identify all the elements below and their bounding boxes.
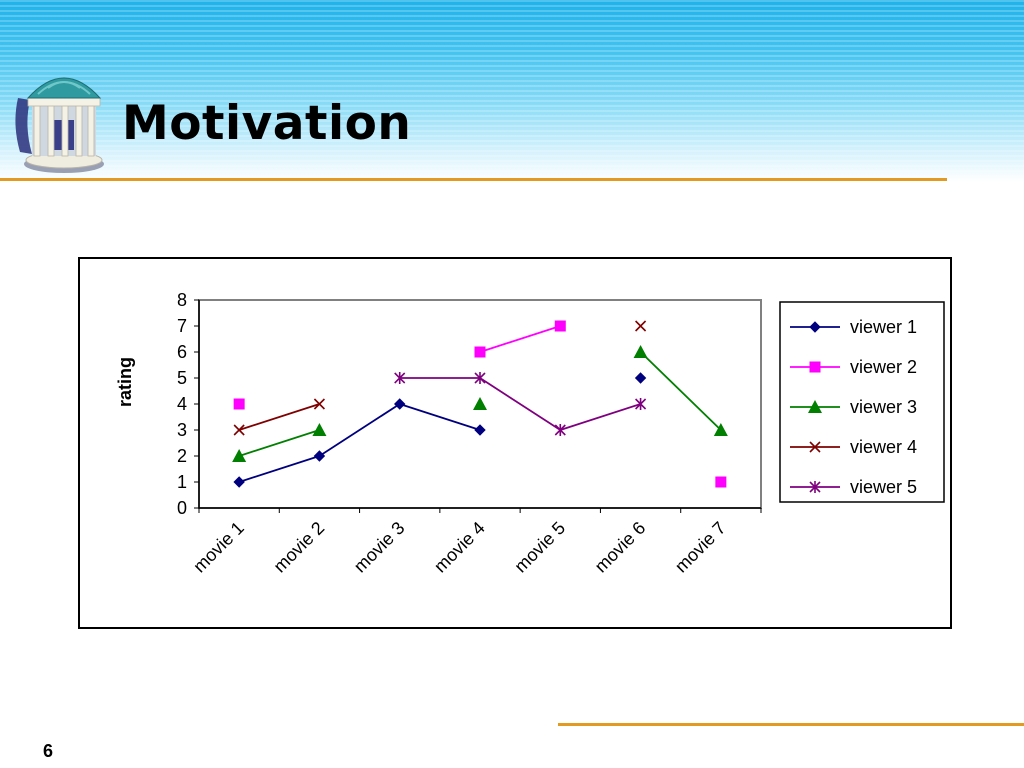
- x-tick-label: movie 3: [350, 518, 409, 577]
- data-point: [713, 423, 728, 436]
- series-line-segment: [479, 325, 561, 353]
- legend-label: viewer 2: [850, 357, 917, 377]
- data-point: [808, 400, 822, 413]
- data-point: [474, 372, 486, 384]
- legend-label: viewer 3: [850, 397, 917, 417]
- data-point: [313, 398, 325, 410]
- y-tick-label: 2: [177, 446, 187, 466]
- x-tick-label: movie 4: [430, 518, 489, 577]
- x-tick-label: movie 2: [270, 518, 329, 577]
- data-point: [473, 397, 487, 410]
- data-point: [313, 450, 326, 462]
- data-point: [809, 481, 821, 493]
- series-line-segment: [238, 455, 320, 483]
- legend-item: viewer 1: [790, 317, 917, 337]
- data-point: [474, 346, 486, 358]
- legend-label: viewer 5: [850, 477, 917, 497]
- header-band: [0, 0, 1024, 182]
- page-number: 6: [43, 741, 54, 761]
- data-point: [635, 398, 647, 410]
- old-well-rotunda-icon: [15, 77, 104, 173]
- y-tick-label: 1: [177, 472, 187, 492]
- data-point: [474, 424, 486, 436]
- x-tick-label: movie 5: [510, 518, 569, 577]
- data-point: [394, 398, 406, 410]
- data-point: [635, 320, 647, 332]
- data-point: [809, 441, 821, 453]
- series-viewer-3: [232, 345, 728, 462]
- title-underline: [0, 178, 947, 181]
- data-point: [312, 423, 327, 436]
- y-tick-label: 3: [177, 420, 187, 440]
- slide-title: Motivation: [122, 96, 412, 151]
- series-line-segment: [639, 351, 722, 431]
- legend-label: viewer 4: [850, 437, 917, 457]
- y-tick-label: 6: [177, 342, 187, 362]
- y-axis-label: rating: [115, 357, 135, 407]
- data-point: [233, 424, 245, 436]
- series-line-segment: [560, 403, 641, 431]
- series-layer: [232, 320, 728, 488]
- series-line-segment: [399, 403, 481, 431]
- footer-rule: [558, 723, 1024, 726]
- legend-item: viewer 5: [790, 477, 917, 497]
- data-point: [715, 476, 727, 488]
- data-point: [554, 320, 566, 332]
- series-line-segment: [318, 403, 401, 457]
- series-viewer-2: [233, 320, 727, 488]
- data-point: [809, 361, 821, 373]
- legend-item: viewer 3: [790, 397, 917, 417]
- x-tick-label: movie 7: [671, 518, 730, 577]
- legend: viewer 1 viewer 2 viewer 3 viewer 4 viewer 5: [779, 301, 945, 503]
- data-point: [233, 476, 245, 488]
- y-tick-label: 4: [177, 394, 187, 414]
- legend-item: viewer 2: [790, 357, 917, 377]
- series-line-segment: [479, 377, 561, 431]
- series-line-segment: [238, 403, 320, 431]
- y-axis: 0 1 2 3 4 5 6 7 8: [177, 290, 200, 518]
- x-tick-label: movie 6: [591, 518, 650, 577]
- data-point: [233, 398, 245, 410]
- legend-item: viewer 4: [790, 437, 917, 457]
- data-point: [633, 345, 648, 358]
- y-tick-label: 5: [177, 368, 187, 388]
- data-point: [634, 372, 647, 384]
- y-tick-label: 8: [177, 290, 187, 310]
- series-viewer-1: [233, 372, 647, 488]
- x-tick-label: movie 1: [189, 518, 248, 577]
- series-viewer-4: [233, 320, 647, 436]
- series-line-segment: [238, 429, 320, 457]
- data-point: [394, 372, 406, 384]
- legend-box: [779, 301, 945, 503]
- x-axis: movie 1 movie 2 movie 3 movie 4 movie 5 movie…: [189, 507, 762, 577]
- data-point: [554, 424, 566, 436]
- series-viewer-5: [394, 372, 647, 436]
- y-tick-label: 0: [177, 498, 187, 518]
- data-point: [232, 449, 247, 462]
- legend-label: viewer 1: [850, 317, 917, 337]
- y-tick-label: 7: [177, 316, 187, 336]
- data-point: [809, 321, 821, 333]
